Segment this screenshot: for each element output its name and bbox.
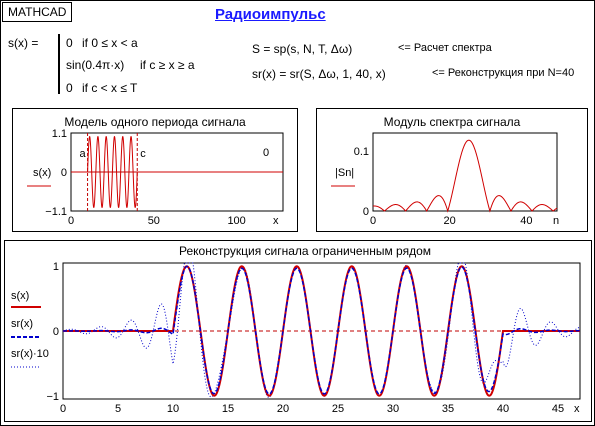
legend-label-sr: sr(x): [11, 318, 33, 330]
x-tick-label: 10: [167, 403, 179, 415]
x-tick-label: 0: [60, 403, 66, 415]
x-axis-label: x: [273, 215, 279, 227]
x-tick-label: 30: [387, 403, 399, 415]
x-tick-label: 45: [552, 403, 564, 415]
series-s: [71, 136, 283, 208]
spectrum-chart: Модуль спектра сигнала 0.1 00 20 40 n |Sn|: [331, 115, 559, 227]
x-tick-label: 100: [227, 215, 245, 227]
formula-spectrum: S = sp(s, N, T, Δω): [252, 42, 353, 56]
page-title: Радиоимпульс: [215, 6, 326, 23]
period-chart-box: Модель одного периода сигнала a c 0 1.1 0 −1.1…: [12, 108, 298, 232]
y-tick-label: −1.1: [45, 206, 67, 218]
x-tick-label: 20: [277, 403, 289, 415]
y-tick-label: 0: [61, 167, 67, 179]
x-tick-label: 25: [332, 403, 344, 415]
chart-title: Реконструкция сигнала ограниченным рядом: [179, 244, 431, 258]
y-axis-label: |Sn|: [335, 167, 354, 179]
legend-label-sr10: sr(x)·10: [11, 348, 49, 360]
y-tick-label: 1.1: [52, 128, 67, 140]
series-spectrum: [372, 139, 558, 213]
note-reconstruction: <= Реконструкция при N=40: [432, 67, 575, 79]
case-expr-1: 0: [66, 36, 73, 50]
x-tick-label: 0: [370, 215, 376, 227]
formula-reconstruction: sr(x) = sr(S, Δω, 1, 40, x): [252, 67, 386, 81]
y-tick-label: 0: [53, 326, 59, 338]
series-s: [63, 265, 580, 397]
x-tick-label: 50: [148, 215, 160, 227]
x-tick-label: 40: [497, 403, 509, 415]
plot-area: [372, 132, 558, 212]
note-spectrum: <= Расчет спектра: [398, 42, 492, 54]
chart-title: Модель одного периода сигнала: [64, 115, 246, 129]
y-tick-label: −1: [46, 391, 59, 403]
app-label: MATHCAD: [2, 2, 73, 22]
reconstruction-chart-box: Реконструкция сигнала ограниченным рядом…: [4, 240, 592, 422]
series-sr: [62, 265, 581, 395]
x-tick-label: 20: [444, 215, 456, 227]
y-tick-label: 1: [53, 261, 59, 273]
annotation-a: a: [79, 148, 86, 160]
x-tick-label: 40: [520, 215, 532, 227]
annotation-zero: 0: [263, 147, 269, 159]
y-axis-label: s(x): [33, 167, 51, 179]
case-cond-1: if 0 ≤ x < a: [82, 36, 138, 50]
reconstruction-chart: Реконструкция сигнала ограниченным рядом…: [11, 244, 581, 415]
x-tick-label: 35: [442, 403, 454, 415]
case-cond-3: if c < x ≤ T: [82, 81, 138, 95]
x-tick-label: 15: [222, 403, 234, 415]
definition-lhs: s(x) =: [8, 36, 39, 50]
legend-label-s: s(x): [11, 290, 29, 302]
x-axis-label: n: [553, 215, 559, 227]
spectrum-chart-box: Модуль спектра сигнала 0.1 0 0 20 40 n |Sn|: [316, 108, 588, 232]
annotation-c: c: [140, 148, 146, 160]
case-cond-2: if c ≥ x ≥ a: [140, 58, 195, 72]
piecewise-bracket: [58, 34, 60, 94]
y-tick-label: 0: [363, 206, 369, 218]
x-axis-label: x: [574, 403, 580, 415]
x-tick-label: 5: [115, 403, 121, 415]
x-tick-label: 0: [68, 215, 74, 227]
chart-title: Модуль спектра сигнала: [384, 115, 521, 129]
y-tick-label: 0.1: [354, 146, 369, 158]
case-expr-3: 0: [66, 81, 73, 95]
case-expr-2: sin(0.4π·x): [66, 58, 125, 72]
